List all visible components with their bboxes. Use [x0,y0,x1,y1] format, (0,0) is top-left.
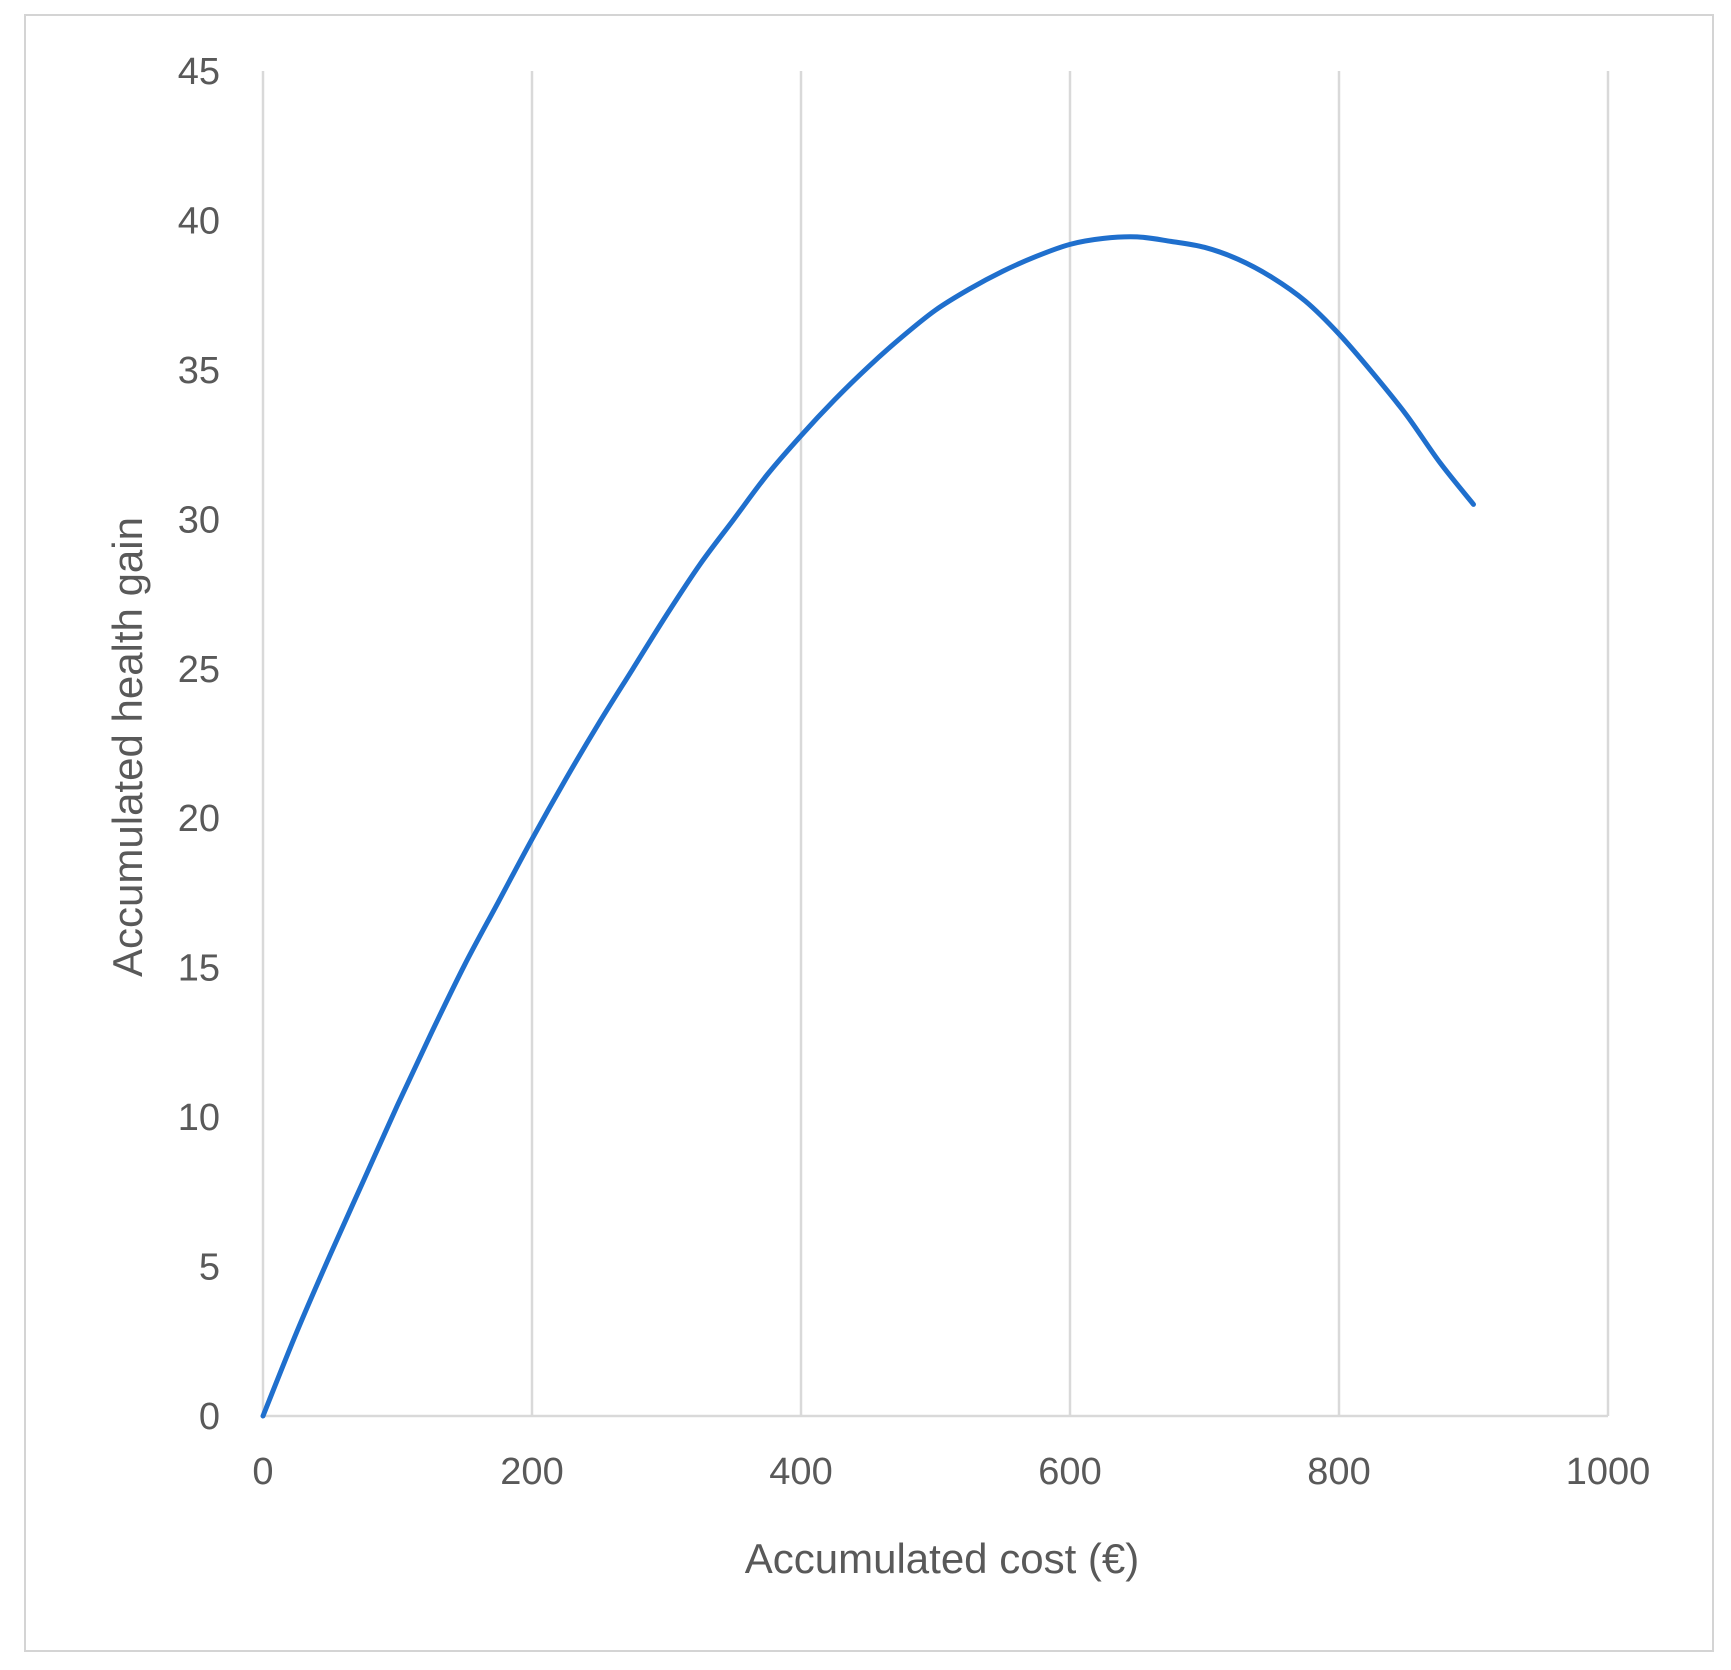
x-tick-label: 400 [769,1451,832,1493]
x-axis-label: Accumulated cost (€) [745,1535,1140,1582]
y-axis-label: Accumulated health gain [104,517,151,977]
grid-layer [261,71,1610,1418]
chart-frame [24,14,1714,1652]
y-tick-label: 25 [178,649,220,691]
x-tick-label: 0 [252,1451,273,1493]
x-tick-label: 800 [1307,1451,1370,1493]
y-tick-label: 40 [178,200,220,242]
x-tick-label: 1000 [1566,1451,1651,1493]
series-layer [260,234,1476,1419]
y-tick-label: 15 [178,948,220,990]
x-tick-labels: 0 200 400 600 800 1000 [252,1451,1650,1493]
series-line-0 [260,234,1476,1419]
y-tick-labels: 0 5 10 15 20 25 30 35 40 45 [178,51,220,1438]
y-tick-label: 0 [199,1396,220,1438]
x-tick-label: 200 [500,1451,563,1493]
y-tick-label: 30 [178,499,220,541]
y-tick-label: 5 [199,1247,220,1289]
y-tick-label: 10 [178,1097,220,1139]
y-tick-label: 35 [178,350,220,392]
y-tick-label: 45 [178,51,220,93]
x-tick-label: 600 [1038,1451,1101,1493]
y-tick-label: 20 [178,798,220,840]
